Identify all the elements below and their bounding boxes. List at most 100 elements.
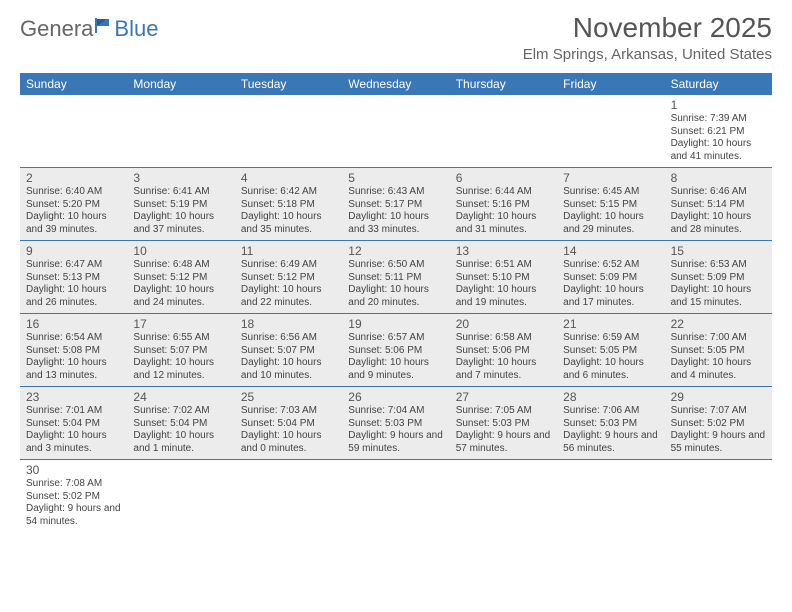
day-info: Sunrise: 6:41 AMSunset: 5:19 PMDaylight:… — [133, 186, 228, 236]
day-info: Sunrise: 7:00 AMSunset: 5:05 PMDaylight:… — [671, 332, 766, 382]
calendar-cell: 16Sunrise: 6:54 AMSunset: 5:08 PMDayligh… — [20, 314, 127, 387]
day-number: 11 — [241, 244, 336, 258]
calendar-cell — [450, 460, 557, 532]
day-info: Sunrise: 6:59 AMSunset: 5:05 PMDaylight:… — [563, 332, 658, 382]
day-info: Sunrise: 6:56 AMSunset: 5:07 PMDaylight:… — [241, 332, 336, 382]
title-block: November 2025 Elm Springs, Arkansas, Uni… — [523, 12, 772, 63]
day-number: 15 — [671, 244, 766, 258]
day-number: 5 — [348, 171, 443, 185]
day-info: Sunrise: 7:03 AMSunset: 5:04 PMDaylight:… — [241, 405, 336, 455]
page-title: November 2025 — [523, 12, 772, 44]
weekday-mon: Monday — [127, 73, 234, 95]
day-info: Sunrise: 6:49 AMSunset: 5:12 PMDaylight:… — [241, 259, 336, 309]
weekday-wed: Wednesday — [342, 73, 449, 95]
day-number: 23 — [26, 390, 121, 404]
day-info: Sunrise: 6:40 AMSunset: 5:20 PMDaylight:… — [26, 186, 121, 236]
calendar-cell: 5Sunrise: 6:43 AMSunset: 5:17 PMDaylight… — [342, 168, 449, 241]
calendar-cell — [20, 95, 127, 168]
calendar-cell — [557, 460, 664, 532]
calendar-cell: 7Sunrise: 6:45 AMSunset: 5:15 PMDaylight… — [557, 168, 664, 241]
calendar-cell — [235, 460, 342, 532]
day-info: Sunrise: 7:05 AMSunset: 5:03 PMDaylight:… — [456, 405, 551, 455]
calendar-cell: 13Sunrise: 6:51 AMSunset: 5:10 PMDayligh… — [450, 241, 557, 314]
day-info: Sunrise: 7:06 AMSunset: 5:03 PMDaylight:… — [563, 405, 658, 455]
flag-icon — [95, 14, 113, 40]
calendar-cell: 11Sunrise: 6:49 AMSunset: 5:12 PMDayligh… — [235, 241, 342, 314]
day-info: Sunrise: 6:45 AMSunset: 5:15 PMDaylight:… — [563, 186, 658, 236]
calendar-cell: 2Sunrise: 6:40 AMSunset: 5:20 PMDaylight… — [20, 168, 127, 241]
calendar-cell: 6Sunrise: 6:44 AMSunset: 5:16 PMDaylight… — [450, 168, 557, 241]
calendar-cell: 25Sunrise: 7:03 AMSunset: 5:04 PMDayligh… — [235, 387, 342, 460]
day-number: 24 — [133, 390, 228, 404]
calendar-cell: 8Sunrise: 6:46 AMSunset: 5:14 PMDaylight… — [665, 168, 772, 241]
day-number: 12 — [348, 244, 443, 258]
day-info: Sunrise: 7:39 AMSunset: 6:21 PMDaylight:… — [671, 113, 766, 163]
calendar-cell: 17Sunrise: 6:55 AMSunset: 5:07 PMDayligh… — [127, 314, 234, 387]
calendar-cell: 18Sunrise: 6:56 AMSunset: 5:07 PMDayligh… — [235, 314, 342, 387]
day-info: Sunrise: 6:53 AMSunset: 5:09 PMDaylight:… — [671, 259, 766, 309]
calendar-cell: 21Sunrise: 6:59 AMSunset: 5:05 PMDayligh… — [557, 314, 664, 387]
day-number: 27 — [456, 390, 551, 404]
calendar-cell: 24Sunrise: 7:02 AMSunset: 5:04 PMDayligh… — [127, 387, 234, 460]
day-number: 4 — [241, 171, 336, 185]
day-number: 20 — [456, 317, 551, 331]
day-number: 30 — [26, 463, 121, 477]
day-number: 18 — [241, 317, 336, 331]
day-info: Sunrise: 7:08 AMSunset: 5:02 PMDaylight:… — [26, 478, 121, 528]
day-info: Sunrise: 6:44 AMSunset: 5:16 PMDaylight:… — [456, 186, 551, 236]
day-number: 28 — [563, 390, 658, 404]
calendar-cell: 23Sunrise: 7:01 AMSunset: 5:04 PMDayligh… — [20, 387, 127, 460]
day-info: Sunrise: 6:47 AMSunset: 5:13 PMDaylight:… — [26, 259, 121, 309]
logo-text-1: Genera — [20, 16, 93, 42]
day-info: Sunrise: 6:52 AMSunset: 5:09 PMDaylight:… — [563, 259, 658, 309]
calendar-cell — [557, 95, 664, 168]
day-number: 16 — [26, 317, 121, 331]
calendar-cell: 29Sunrise: 7:07 AMSunset: 5:02 PMDayligh… — [665, 387, 772, 460]
day-number: 25 — [241, 390, 336, 404]
day-info: Sunrise: 6:48 AMSunset: 5:12 PMDaylight:… — [133, 259, 228, 309]
header: Genera Blue November 2025 Elm Springs, A… — [20, 12, 772, 63]
weekday-fri: Friday — [557, 73, 664, 95]
day-number: 1 — [671, 98, 766, 112]
weekday-sat: Saturday — [665, 73, 772, 95]
day-info: Sunrise: 6:51 AMSunset: 5:10 PMDaylight:… — [456, 259, 551, 309]
calendar-cell: 12Sunrise: 6:50 AMSunset: 5:11 PMDayligh… — [342, 241, 449, 314]
day-number: 21 — [563, 317, 658, 331]
calendar-cell: 10Sunrise: 6:48 AMSunset: 5:12 PMDayligh… — [127, 241, 234, 314]
day-number: 10 — [133, 244, 228, 258]
day-number: 6 — [456, 171, 551, 185]
calendar-cell — [342, 460, 449, 532]
calendar: Sunday Monday Tuesday Wednesday Thursday… — [20, 73, 772, 532]
day-info: Sunrise: 7:01 AMSunset: 5:04 PMDaylight:… — [26, 405, 121, 455]
logo-text-2: Blue — [114, 16, 158, 42]
calendar-cell — [450, 95, 557, 168]
calendar-cell: 30Sunrise: 7:08 AMSunset: 5:02 PMDayligh… — [20, 460, 127, 532]
calendar-cell: 1Sunrise: 7:39 AMSunset: 6:21 PMDaylight… — [665, 95, 772, 168]
weekday-tue: Tuesday — [235, 73, 342, 95]
day-number: 13 — [456, 244, 551, 258]
logo: Genera Blue — [20, 12, 158, 42]
day-info: Sunrise: 6:42 AMSunset: 5:18 PMDaylight:… — [241, 186, 336, 236]
day-info: Sunrise: 7:07 AMSunset: 5:02 PMDaylight:… — [671, 405, 766, 455]
calendar-cell: 27Sunrise: 7:05 AMSunset: 5:03 PMDayligh… — [450, 387, 557, 460]
day-info: Sunrise: 6:57 AMSunset: 5:06 PMDaylight:… — [348, 332, 443, 382]
calendar-cell: 4Sunrise: 6:42 AMSunset: 5:18 PMDaylight… — [235, 168, 342, 241]
calendar-cell: 22Sunrise: 7:00 AMSunset: 5:05 PMDayligh… — [665, 314, 772, 387]
calendar-cell: 19Sunrise: 6:57 AMSunset: 5:06 PMDayligh… — [342, 314, 449, 387]
calendar-cell — [127, 460, 234, 532]
calendar-cell — [342, 95, 449, 168]
calendar-cell: 3Sunrise: 6:41 AMSunset: 5:19 PMDaylight… — [127, 168, 234, 241]
calendar-cell: 9Sunrise: 6:47 AMSunset: 5:13 PMDaylight… — [20, 241, 127, 314]
day-info: Sunrise: 6:43 AMSunset: 5:17 PMDaylight:… — [348, 186, 443, 236]
day-number: 26 — [348, 390, 443, 404]
day-number: 3 — [133, 171, 228, 185]
day-number: 29 — [671, 390, 766, 404]
calendar-cell — [665, 460, 772, 532]
day-number: 14 — [563, 244, 658, 258]
day-number: 8 — [671, 171, 766, 185]
day-info: Sunrise: 7:02 AMSunset: 5:04 PMDaylight:… — [133, 405, 228, 455]
day-number: 19 — [348, 317, 443, 331]
day-info: Sunrise: 6:58 AMSunset: 5:06 PMDaylight:… — [456, 332, 551, 382]
weekday-header: Sunday Monday Tuesday Wednesday Thursday… — [20, 73, 772, 95]
calendar-cell: 28Sunrise: 7:06 AMSunset: 5:03 PMDayligh… — [557, 387, 664, 460]
